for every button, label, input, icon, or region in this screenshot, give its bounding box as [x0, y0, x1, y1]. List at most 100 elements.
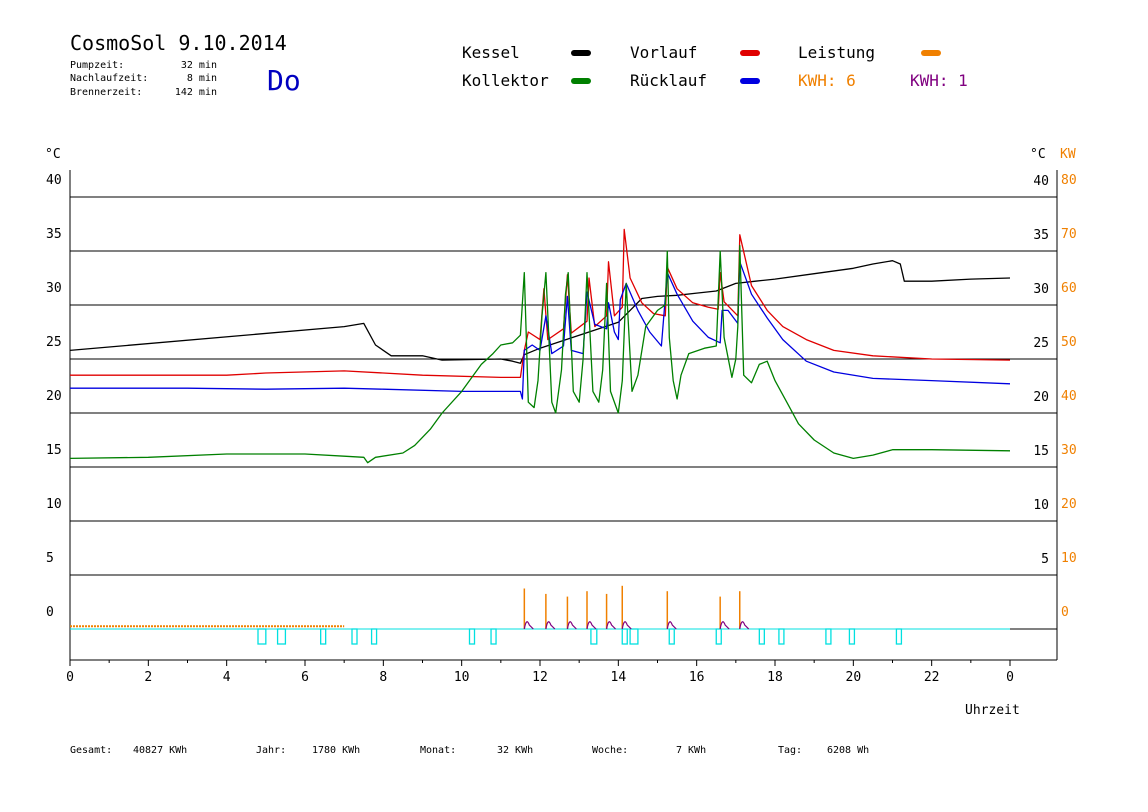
footer-woche-value: 7 KWh: [676, 745, 706, 756]
y-tick-right: 30: [1033, 282, 1049, 297]
y-tick-right: 15: [1033, 444, 1049, 459]
y-tick-right: 10: [1033, 498, 1049, 513]
burner-peak: [586, 621, 597, 630]
footer-gesamt-label: Gesamt:: [70, 745, 112, 756]
x-tick-label: 2: [144, 670, 152, 685]
x-tick-label: 20: [846, 670, 862, 685]
pump-pulse: [276, 628, 287, 645]
y-tick-left: 20: [46, 389, 62, 404]
pump-pulse: [848, 628, 856, 645]
footer-woche-label: Woche:: [592, 745, 628, 756]
series-lines: [69, 228, 1011, 464]
footer-tag-label: Tag:: [778, 745, 802, 756]
x-tick-label: 8: [379, 670, 387, 685]
pump-time-value: 32 min: [181, 60, 217, 71]
nachlauf-time-value: 8 min: [187, 73, 217, 84]
burner-peak: [621, 621, 632, 630]
x-tick-label: 16: [689, 670, 705, 685]
footer-stats: Gesamt: 40827 KWh Jahr: 1780 KWh Monat: …: [70, 745, 869, 756]
y-tick-left: 35: [46, 227, 62, 242]
burner-peak: [545, 621, 556, 630]
pump-pulse: [668, 628, 675, 645]
x-tick-label: 10: [454, 670, 470, 685]
tick-labels: 0510152025303540510152025303540010203040…: [46, 173, 1077, 685]
y2-tick-right: 70: [1061, 227, 1077, 242]
x-tick-label: 18: [767, 670, 783, 685]
y-tick-right: 40: [1033, 174, 1049, 189]
legend-kwh-burner: KWH: 1: [910, 71, 968, 90]
legend-kwh-solar: KWH: 6: [798, 71, 856, 90]
pump-pulse: [351, 628, 358, 645]
x-tick-label: 22: [924, 670, 940, 685]
x-tick-label: 0: [66, 670, 74, 685]
legend-kessel-swatch: [571, 50, 591, 56]
y-axis-left-unit: °C: [45, 147, 61, 162]
pump-pulse: [621, 628, 628, 645]
y-tick-left: 0: [46, 605, 54, 620]
burner-peak: [666, 621, 677, 630]
y-tick-left: 10: [46, 497, 62, 512]
footer-jahr-label: Jahr:: [256, 745, 286, 756]
legend-vorlauf-label: Vorlauf: [630, 43, 697, 62]
footer-monat-label: Monat:: [420, 745, 456, 756]
x-tick-label: 12: [532, 670, 548, 685]
x-axis-label: Uhrzeit: [965, 703, 1020, 718]
pump-pulse: [758, 628, 765, 645]
burner-peak: [605, 621, 617, 630]
legend-ruecklauf-label: Rücklauf: [630, 71, 707, 90]
y-tick-left: 25: [46, 335, 62, 350]
y2-tick-right: 50: [1061, 335, 1077, 350]
pump-pulse: [257, 628, 267, 645]
pump-pulse: [320, 628, 327, 645]
burner-peak: [523, 621, 534, 630]
pump-pulse: [629, 628, 639, 645]
footer-tag-value: 6208 Wh: [827, 745, 869, 756]
pump-pulse: [468, 628, 476, 645]
y2-tick-right: 60: [1061, 281, 1077, 296]
burner-peak: [739, 621, 750, 630]
brenner-time-value: 142 min: [175, 87, 217, 98]
pump-pulse: [778, 628, 785, 645]
footer-jahr-value: 1780 KWh: [312, 745, 360, 756]
legend-vorlauf-swatch: [740, 50, 760, 56]
weekday-label: Do: [267, 64, 301, 97]
x-tick-label: 4: [223, 670, 231, 685]
burner-peak: [719, 621, 730, 630]
power-peaks: [70, 585, 750, 630]
burner-peak: [566, 621, 577, 630]
y2-tick-right: 80: [1061, 173, 1077, 188]
legend: Kessel Vorlauf Leistung Kollektor Rückla…: [462, 43, 968, 90]
legend-kollektor-label: Kollektor: [462, 71, 549, 90]
y-axis-right-unit: °C: [1030, 147, 1046, 162]
legend-leistung-label: Leistung: [798, 43, 875, 62]
legend-ruecklauf-swatch: [740, 78, 760, 84]
y2-tick-right: 30: [1061, 443, 1077, 458]
legend-leistung-swatch: [921, 50, 941, 56]
series-ruecklauf: [70, 261, 1011, 400]
series-kollektor: [69, 244, 1011, 464]
y-tick-right: 35: [1033, 228, 1049, 243]
x-tick-label: 6: [301, 670, 309, 685]
y-tick-right: 25: [1033, 336, 1049, 351]
x-tick-label: 0: [1006, 670, 1014, 685]
brenner-time-label: Brennerzeit:: [70, 87, 142, 98]
y2-tick-right: 10: [1061, 551, 1077, 566]
x-tick-label: 14: [611, 670, 627, 685]
footer-gesamt-value: 40827 KWh: [133, 745, 187, 756]
y2-axis-unit: KW: [1060, 147, 1076, 162]
pump-pulse: [825, 628, 832, 645]
pump-pulse: [895, 628, 903, 645]
y-tick-left: 40: [46, 173, 62, 188]
pump-time-label: Pumpzeit:: [70, 60, 124, 71]
legend-kollektor-swatch: [571, 78, 591, 84]
y-tick-left: 5: [46, 551, 54, 566]
pump-pulse: [370, 628, 378, 645]
y-tick-right: 5: [1041, 552, 1049, 567]
pump-pulse: [715, 628, 722, 645]
footer-monat-value: 32 KWh: [497, 745, 533, 756]
y2-tick-right: 20: [1061, 497, 1077, 512]
grid: [70, 196, 1057, 576]
axes: [69, 170, 1058, 661]
nachlauf-time-label: Nachlaufzeit:: [70, 73, 148, 84]
